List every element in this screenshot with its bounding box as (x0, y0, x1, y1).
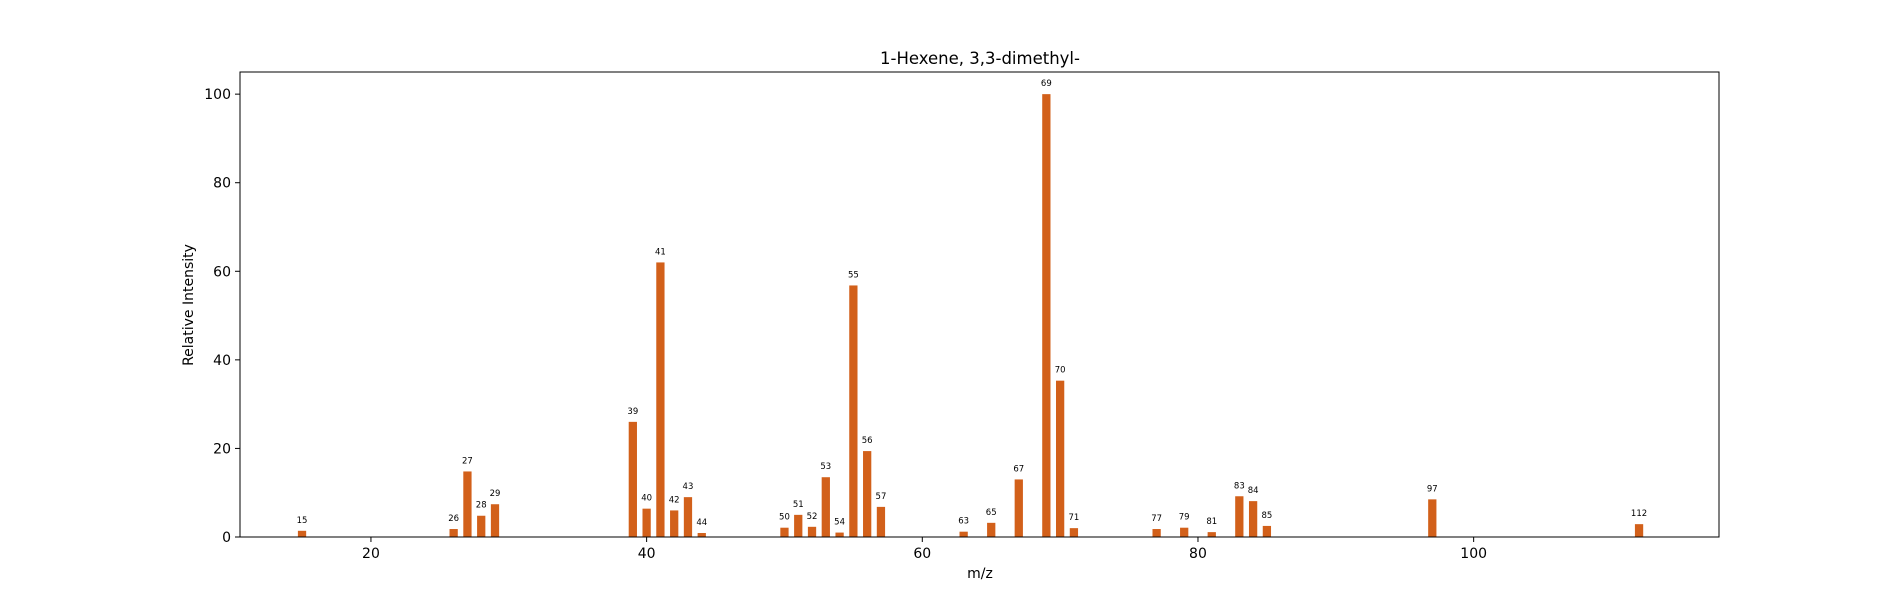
bar-label-mz-40: 40 (641, 494, 652, 504)
bar-mz-15 (297, 530, 307, 537)
bar-mz-50 (780, 527, 789, 537)
bar-mz-69 (1042, 94, 1051, 538)
bar-label-mz-29: 29 (490, 489, 501, 499)
bar-label-mz-79: 79 (1179, 513, 1190, 523)
bar-mz-42 (670, 510, 679, 537)
bar-mz-28 (477, 515, 486, 537)
x-axis-label: m/z (967, 566, 993, 582)
bar-label-mz-77: 77 (1151, 514, 1162, 524)
bar-label-mz-44: 44 (696, 518, 707, 528)
bar-label-mz-15: 15 (297, 516, 308, 526)
x-tick-label-40: 40 (638, 546, 656, 562)
bar-mz-53 (821, 477, 830, 537)
bar-label-mz-50: 50 (779, 513, 790, 523)
y-axis-ticks: 0 20 40 60 80 100 (204, 87, 240, 546)
x-tick-label-80: 80 (1189, 546, 1207, 562)
bar-mz-55 (849, 285, 858, 537)
x-tick-label-60: 60 (913, 546, 931, 562)
bar-mz-29 (490, 504, 500, 537)
bar-label-mz-84: 84 (1248, 486, 1259, 496)
bar-mz-43 (683, 497, 693, 537)
bar-mz-85 (1262, 525, 1272, 537)
bar-mz-65 (987, 522, 996, 537)
bar-mz-51 (794, 514, 803, 537)
bar-label-mz-56: 56 (862, 436, 873, 446)
bar-label-mz-97: 97 (1427, 484, 1438, 494)
bar-mz-97 (1428, 499, 1437, 537)
bar-label-mz-63: 63 (958, 517, 969, 527)
x-tick-label-100: 100 (1460, 546, 1487, 562)
bar-label-mz-26: 26 (448, 514, 459, 524)
bar-label-mz-27: 27 (462, 456, 473, 466)
bar-mz-41 (656, 262, 665, 537)
y-tick-label-80: 80 (213, 176, 231, 192)
x-axis-ticks: 20 40 60 80 100 (362, 537, 1487, 562)
bar-mz-83 (1235, 496, 1244, 537)
bar-label-mz-71: 71 (1069, 513, 1080, 523)
y-tick-label-40: 40 (213, 353, 231, 369)
bar-label-mz-69: 69 (1041, 79, 1052, 89)
bar-label-mz-55: 55 (848, 270, 859, 280)
bar-mz-39 (628, 421, 637, 537)
bar-mz-84 (1248, 501, 1258, 537)
x-tick-label-20: 20 (362, 546, 380, 562)
bar-mz-54 (835, 532, 844, 537)
bar-label-mz-41: 41 (655, 247, 666, 257)
plot-frame (239, 71, 1720, 538)
bar-mz-71 (1069, 528, 1079, 537)
y-tick-label-0: 0 (222, 530, 231, 546)
bar-mz-44 (697, 533, 706, 537)
bar-label-mz-112: 112 (1631, 509, 1647, 519)
y-tick-label-100: 100 (204, 87, 231, 103)
bar-label-mz-65: 65 (986, 508, 997, 518)
bar-mz-57 (876, 506, 886, 537)
chart-title: 1-Hexene, 3,3-dimethyl- (880, 49, 1080, 68)
bar-mz-112 (1634, 524, 1644, 537)
bar-mz-63 (959, 531, 968, 537)
bar-label-mz-39: 39 (627, 407, 638, 417)
bars-group (297, 94, 1644, 538)
bar-label-mz-42: 42 (669, 495, 680, 505)
bar-label-mz-67: 67 (1013, 464, 1024, 474)
bar-mz-56 (863, 451, 872, 537)
bar-label-mz-70: 70 (1055, 366, 1066, 376)
y-axis-label: Relative Intensity (181, 244, 197, 366)
bar-mz-67 (1014, 479, 1023, 537)
bar-mz-52 (807, 526, 817, 537)
bar-label-mz-53: 53 (820, 462, 831, 472)
bar-mz-27 (463, 471, 472, 537)
bar-label-mz-57: 57 (876, 492, 887, 502)
bar-mz-26 (449, 529, 458, 537)
bar-mz-77 (1152, 529, 1161, 537)
bar-mz-70 (1056, 380, 1065, 537)
bar-mz-81 (1207, 532, 1216, 537)
y-tick-label-60: 60 (213, 264, 231, 280)
bar-label-mz-85: 85 (1261, 511, 1272, 521)
bar-label-mz-51: 51 (793, 500, 804, 510)
bar-label-mz-54: 54 (834, 518, 845, 528)
bar-label-mz-52: 52 (807, 512, 818, 522)
y-tick-label-20: 20 (213, 441, 231, 457)
bar-label-mz-43: 43 (683, 482, 694, 492)
bar-mz-40 (642, 508, 651, 537)
bar-label-mz-28: 28 (476, 501, 487, 511)
bar-mz-79 (1180, 527, 1189, 537)
bar-label-mz-83: 83 (1234, 481, 1245, 491)
bar-label-mz-81: 81 (1206, 517, 1217, 527)
